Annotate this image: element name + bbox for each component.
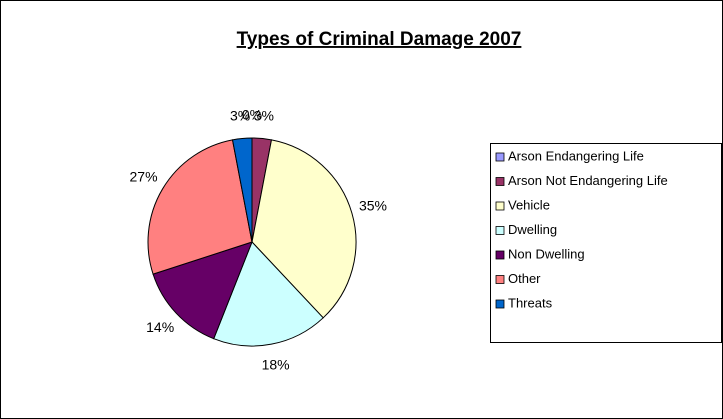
data-label: 18% xyxy=(262,356,290,372)
pie-slice xyxy=(231,137,253,243)
legend-label: Non Dwelling xyxy=(508,246,585,261)
legend-swatch xyxy=(495,299,505,309)
data-label: 27% xyxy=(130,169,158,185)
legend-label: Threats xyxy=(508,295,553,310)
data-label: 3% xyxy=(254,107,274,123)
legend-swatch xyxy=(495,275,505,284)
legend-box xyxy=(490,143,722,343)
legend-label: Arson Not Endangering Life xyxy=(508,173,668,188)
data-label: 3% xyxy=(230,107,250,123)
data-label: 35% xyxy=(359,198,387,214)
legend-swatch xyxy=(495,152,505,162)
legend-label: Dwelling xyxy=(508,222,557,237)
data-label: 0% xyxy=(242,107,262,123)
legend-swatch xyxy=(495,250,505,260)
pie-slice xyxy=(213,241,324,347)
legend-label: Vehicle xyxy=(508,197,550,212)
legend-swatch xyxy=(495,177,505,186)
pie-slice xyxy=(147,139,253,275)
legend-label: Arson Endangering Life xyxy=(508,148,644,163)
legend-swatch xyxy=(495,201,505,211)
legend-label: Other xyxy=(508,271,541,286)
data-label: 14% xyxy=(146,319,174,335)
legend-swatch xyxy=(495,226,505,235)
chart-title: Types of Criminal Damage 2007 xyxy=(237,29,522,50)
pie-slice xyxy=(251,139,357,319)
